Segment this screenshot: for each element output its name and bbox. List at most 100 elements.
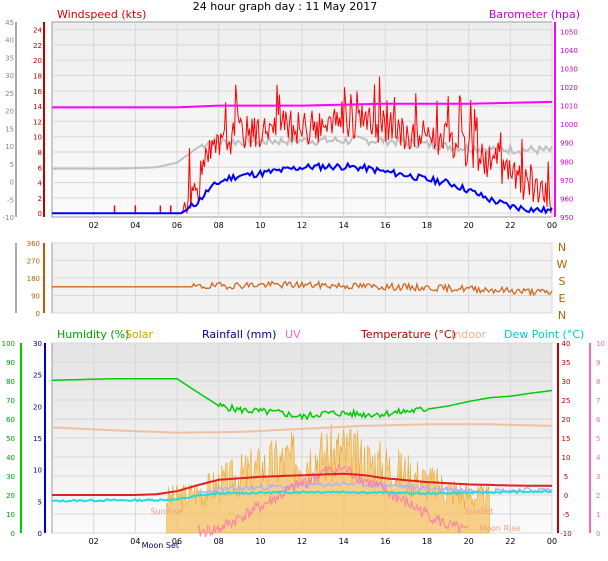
compass-label: N xyxy=(558,241,566,254)
outer-left-tick: 40 xyxy=(5,37,14,45)
temperature-tick: 15 xyxy=(562,435,571,443)
outer-left-tick: 10 xyxy=(5,143,14,151)
compass-label: E xyxy=(559,292,566,305)
temp-x-tick: 06 xyxy=(172,537,182,546)
sunset-label: SunSet xyxy=(465,507,493,516)
uv-tick: 6 xyxy=(596,416,601,424)
temp-x-tick: 04 xyxy=(130,537,140,546)
windspeed-tick: 6 xyxy=(38,164,43,172)
barometer-tick: 990 xyxy=(560,140,573,148)
compass-label: S xyxy=(559,275,566,288)
outer-left-tick: 25 xyxy=(5,90,14,98)
legend-item: Solar xyxy=(125,328,154,341)
wind-x-tick: 08 xyxy=(214,221,224,230)
windspeed-tick: 4 xyxy=(38,180,43,188)
humidity-tick: 20 xyxy=(6,492,15,500)
temp-x-tick: 12 xyxy=(297,537,307,546)
barometer-tick: 970 xyxy=(560,177,573,185)
humidity-line xyxy=(52,377,553,421)
legend-item: Humidity (%) xyxy=(57,328,129,341)
rainfall-tick: 25 xyxy=(33,372,42,380)
humidity-tick: 10 xyxy=(6,511,15,519)
legend-item: Rainfall (mm) xyxy=(202,328,276,341)
windspeed-tick: 14 xyxy=(33,103,42,111)
legend-item: Dew Point (°C) xyxy=(504,328,584,341)
outer-left-tick: -5 xyxy=(7,196,14,204)
direction-line xyxy=(52,280,553,297)
temp-x-tick: 08 xyxy=(214,537,224,546)
uv-tick: 3 xyxy=(596,473,600,481)
temp-x-tick: 10 xyxy=(255,537,265,546)
temp-x-tick: 22 xyxy=(505,537,515,546)
wind-x-tick: 18 xyxy=(422,221,432,230)
uv-tick: 0 xyxy=(596,530,600,538)
temperature-line xyxy=(52,472,553,496)
wind-x-tick: 04 xyxy=(130,221,140,230)
average-wind-line xyxy=(52,161,553,215)
barometer-tick: 1030 xyxy=(560,65,578,73)
temperature-tick: 40 xyxy=(562,340,571,348)
temperature-tick: -5 xyxy=(563,511,570,519)
temperature-tick: 20 xyxy=(562,416,571,424)
wind-x-tick: 14 xyxy=(339,221,349,230)
outer-left-tick: 15 xyxy=(5,125,14,133)
humidity-tick: 0 xyxy=(11,530,15,538)
wind-x-tick: 00 xyxy=(547,221,557,230)
uv-tick: 9 xyxy=(596,359,600,367)
humidity-tick: 30 xyxy=(6,473,15,481)
barometer-tick: 980 xyxy=(560,158,573,166)
uv-tick: 8 xyxy=(596,378,600,386)
humidity-tick: 70 xyxy=(6,397,15,405)
uv-tick: 2 xyxy=(596,492,600,500)
rainfall-tick: 15 xyxy=(33,435,42,443)
windspeed-tick: 16 xyxy=(33,88,42,96)
uv-tick: 1 xyxy=(596,511,600,519)
windspeed-tick: 18 xyxy=(33,73,42,81)
wind-x-tick: 02 xyxy=(89,221,99,230)
legend-item: Indoor xyxy=(451,328,487,341)
rainfall-tick: 30 xyxy=(33,340,42,348)
humidity-tick: 90 xyxy=(6,359,15,367)
windspeed-tick: 10 xyxy=(33,134,42,142)
wind-x-tick: 20 xyxy=(464,221,474,230)
wind-panel: 024681012141618202224-10-505101520253035… xyxy=(3,8,580,230)
direction-tick: 360 xyxy=(27,240,40,248)
temp-x-tick: 02 xyxy=(89,537,99,546)
grey-avg-line xyxy=(52,132,553,170)
humidity-tick: 60 xyxy=(6,416,15,424)
legend-item: UV xyxy=(285,328,301,341)
moonrise-label: Moon Rise xyxy=(479,524,520,533)
temperature-tick: 5 xyxy=(564,473,568,481)
direction-tick: 180 xyxy=(27,275,40,283)
wind-x-tick: 10 xyxy=(255,221,265,230)
compass-label: W xyxy=(557,258,568,271)
chart-title: 24 hour graph day : 11 May 2017 xyxy=(193,0,378,13)
humidity-tick: 50 xyxy=(6,435,15,443)
temp-x-tick: 00 xyxy=(547,537,557,546)
barometer-tick: 1010 xyxy=(560,103,578,111)
windspeed-tick: 8 xyxy=(38,149,42,157)
temp-panel: -10-505101520253035400102030405060708090… xyxy=(2,328,605,550)
windspeed-tick: 12 xyxy=(33,118,42,126)
outer-left-tick: 30 xyxy=(5,72,14,80)
barometer-tick: 1000 xyxy=(560,121,578,129)
windspeed-tick: 24 xyxy=(33,27,42,35)
outer-left-tick: 45 xyxy=(5,19,14,27)
barometer-line xyxy=(52,100,553,109)
barometer-tick: 960 xyxy=(560,195,573,203)
uv-tick: 10 xyxy=(596,340,605,348)
rainfall-tick: 20 xyxy=(33,403,42,411)
wind-x-tick: 16 xyxy=(380,221,390,230)
temperature-tick: 0 xyxy=(564,492,568,500)
moonset-label: Moon Set xyxy=(142,541,179,550)
temperature-tick: -10 xyxy=(560,530,571,538)
direction-tick: 0 xyxy=(36,310,40,318)
temperature-tick: 30 xyxy=(562,378,571,386)
barometer-tick: 950 xyxy=(560,214,573,222)
barometer-tick: 1050 xyxy=(560,28,578,36)
rainfall-tick: 5 xyxy=(38,498,42,506)
windspeed-tick: 2 xyxy=(38,195,42,203)
sunrise-label: SunRise xyxy=(151,507,183,516)
